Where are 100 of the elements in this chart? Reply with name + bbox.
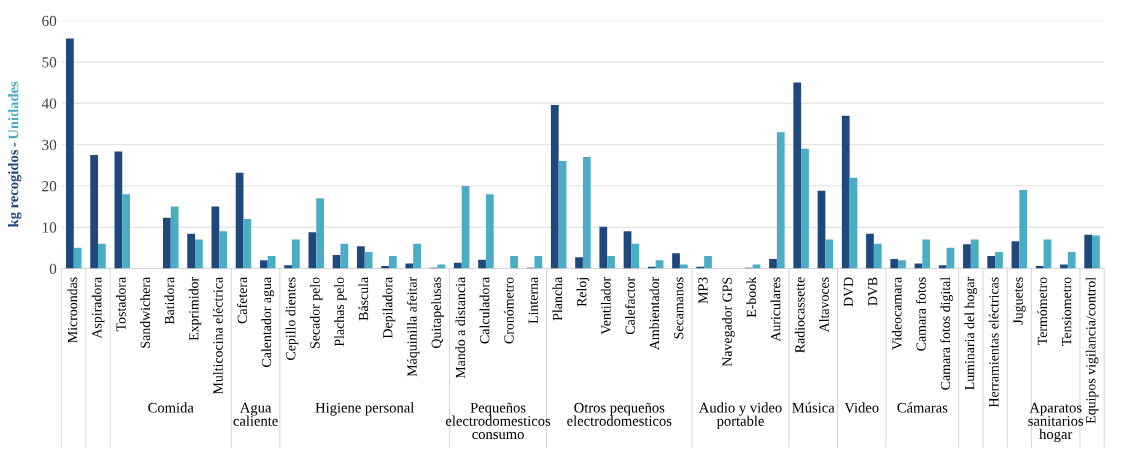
bar xyxy=(769,259,777,269)
bar xyxy=(461,185,470,269)
text: Agua caliente xyxy=(233,402,278,426)
x-tick-label: Secamanos xyxy=(674,277,684,339)
y-tick-label: 60 xyxy=(42,15,57,27)
bar xyxy=(607,256,615,269)
bar xyxy=(163,217,171,269)
bar xyxy=(793,82,802,269)
x-tick-label: Camara fotos digital xyxy=(940,277,953,390)
x-tick-label: Secador pelo xyxy=(309,277,323,349)
x-tick-label: Altavoces xyxy=(819,277,829,333)
text: Higiene personal xyxy=(315,402,415,416)
x-tick-label: DVB xyxy=(868,277,878,306)
x-tick-label: Sandwichera xyxy=(140,277,150,348)
bar xyxy=(575,257,583,269)
text: Cámaras xyxy=(897,402,948,413)
bar xyxy=(114,151,123,269)
bar xyxy=(582,156,591,269)
bar xyxy=(672,253,680,269)
bar xyxy=(631,243,640,269)
text: Unidades xyxy=(8,81,19,140)
x-tick-label: Máquinilla afeitar xyxy=(406,276,420,377)
bar xyxy=(510,256,518,269)
x-tick-label: Herramientas eléctricas xyxy=(988,277,999,408)
bar xyxy=(776,132,785,269)
text: Pequeños electrodomesticos consumo xyxy=(445,402,551,440)
x-tick-label: Navegador GPS xyxy=(722,277,735,367)
x-tick-label: Ventilador xyxy=(600,276,611,335)
bar xyxy=(211,206,220,269)
x-tick-label: Reloj xyxy=(576,278,590,307)
y-tick-label: 20 xyxy=(42,181,57,192)
bar xyxy=(243,218,252,269)
x-tick-label: Batidora xyxy=(164,277,175,325)
bar xyxy=(187,233,195,269)
bar xyxy=(987,256,996,269)
x-tick-label: MP3 xyxy=(698,277,708,304)
bar xyxy=(98,243,106,269)
bar xyxy=(995,251,1003,269)
x-tick-label: Báscula xyxy=(358,277,369,321)
x-tick-label: Tostadora xyxy=(115,277,126,332)
bar xyxy=(170,206,179,269)
bar xyxy=(704,256,712,269)
bar xyxy=(841,115,850,269)
bar xyxy=(388,256,397,269)
x-tick-label: Depiladora xyxy=(382,277,396,339)
x-tick-label: E-book xyxy=(746,276,757,318)
bar xyxy=(890,259,899,269)
bar xyxy=(550,104,559,269)
bar xyxy=(866,233,874,269)
x-tick-label: Termómetro xyxy=(1037,277,1048,346)
y-tick-label: 0 xyxy=(49,263,57,274)
y-tick-label: 40 xyxy=(41,98,57,109)
y-tick-label: 30 xyxy=(42,139,57,151)
x-tick-label: DVD xyxy=(843,277,854,307)
bar xyxy=(873,243,882,269)
x-tick-label: Linterna xyxy=(528,277,538,324)
bar xyxy=(413,243,421,269)
bar xyxy=(801,148,809,269)
bar xyxy=(478,259,486,269)
x-tick-label: Calefactor xyxy=(624,276,635,335)
bar xyxy=(122,194,131,269)
bar xyxy=(679,264,688,269)
x-tick-label: Tensiometro xyxy=(1061,277,1072,346)
text: Aparatos sanitarios hogar xyxy=(1028,402,1084,443)
bar xyxy=(558,161,567,269)
bar xyxy=(66,38,74,269)
bar xyxy=(825,239,834,269)
text: Comida xyxy=(148,402,194,413)
bar xyxy=(922,239,931,269)
x-tick-label: Auriculares xyxy=(770,277,781,342)
bar xyxy=(963,244,971,269)
x-tick-label: Ambientador xyxy=(649,276,660,350)
x-tick-label: Juguetes xyxy=(1013,277,1026,325)
bar xyxy=(259,260,268,269)
bar xyxy=(308,232,317,269)
x-tick-label: Plachas pelo xyxy=(334,277,347,347)
x-tick-label: Aspiradora xyxy=(91,277,105,339)
x-tick-label: Cronómetro xyxy=(503,277,514,344)
bar xyxy=(1060,264,1068,269)
x-tick-label: Multicocina eléctrica xyxy=(212,277,223,395)
bar xyxy=(195,239,203,269)
x-tick-label: Calentador agua xyxy=(261,277,275,367)
y-tick-label: 10 xyxy=(42,222,57,233)
bar xyxy=(938,265,947,269)
bar xyxy=(599,226,608,269)
x-tick-label: Quitapelusas xyxy=(431,277,444,349)
bar xyxy=(485,194,494,269)
bar xyxy=(898,260,906,269)
text: Música xyxy=(792,402,835,413)
bar xyxy=(219,231,228,269)
x-tick-label: Cepillo dientes xyxy=(285,277,299,360)
bar xyxy=(73,247,82,269)
x-tick-label: Cafetera xyxy=(237,277,247,324)
x-tick-label: Videocamara xyxy=(891,277,902,350)
bar xyxy=(356,246,365,269)
bar xyxy=(284,265,292,269)
x-tick-label: Camara fotos xyxy=(915,277,926,351)
bar xyxy=(970,239,979,269)
bar xyxy=(1067,251,1076,269)
bar xyxy=(340,243,349,269)
